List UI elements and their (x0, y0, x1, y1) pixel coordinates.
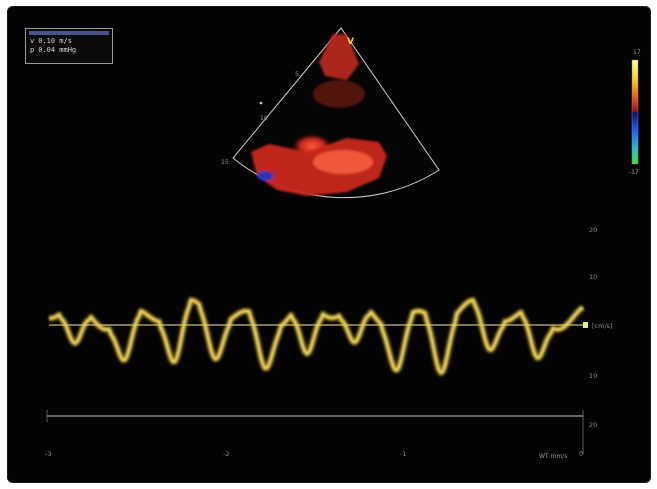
time-tick-minus1: -1 (400, 450, 406, 458)
measurement-readout: v 0.10 m/s p 0.04 mmHg (25, 28, 113, 64)
pressure-label: p (30, 46, 35, 54)
time-tick-minus2: -2 (223, 450, 229, 458)
time-tick-zero: 0 (579, 450, 583, 458)
velocity-tick-top: 20 (589, 226, 597, 234)
doppler-sector: 5 10 15 V (221, 27, 440, 199)
velocity-value: 0.10 m/s (38, 37, 72, 45)
velocity-tick-lower: 10 (589, 372, 597, 380)
depth-label-10: 10 (260, 115, 268, 122)
color-velocity-scale: 17 -17 (629, 49, 641, 176)
imaging-canvas: 5 10 15 V 17 -17 20 10 10 20 [cm/s] (45, 27, 641, 460)
color-scale-min: -17 (629, 169, 639, 176)
spectral-doppler: 20 10 10 20 [cm/s] -3 -2 -1 0 WT mm/s (45, 226, 613, 460)
color-scale-bar (631, 59, 639, 165)
doppler-trace (48, 299, 584, 374)
velocity-unit: [cm/s] (592, 322, 613, 330)
sector-dot (259, 101, 263, 105)
velocity-label: v (30, 37, 35, 45)
depth-label-15: 15 (221, 159, 229, 166)
doppler-jet-core (313, 150, 373, 174)
ultrasound-display: v 0.10 m/s p 0.04 mmHg (7, 6, 651, 483)
doppler-blue-patch (257, 171, 273, 181)
baseline-marker (583, 322, 588, 328)
velocity-tick-upper: 10 (589, 273, 597, 281)
depth-label-5: 5 (295, 71, 299, 78)
pressure-value: 0.04 mmHg (38, 46, 77, 54)
sector-marker: V (347, 37, 354, 47)
doppler-apex-flow (319, 34, 359, 80)
velocity-tick-bottom: 20 (589, 421, 597, 429)
doppler-mid-flow (313, 80, 365, 108)
readout-header-bar (29, 31, 109, 35)
time-tick-minus3: -3 (45, 450, 51, 458)
color-scale-max: 17 (633, 49, 641, 56)
doppler-waveform (47, 296, 586, 377)
spectrum-corner-note: WT mm/s (539, 453, 567, 460)
